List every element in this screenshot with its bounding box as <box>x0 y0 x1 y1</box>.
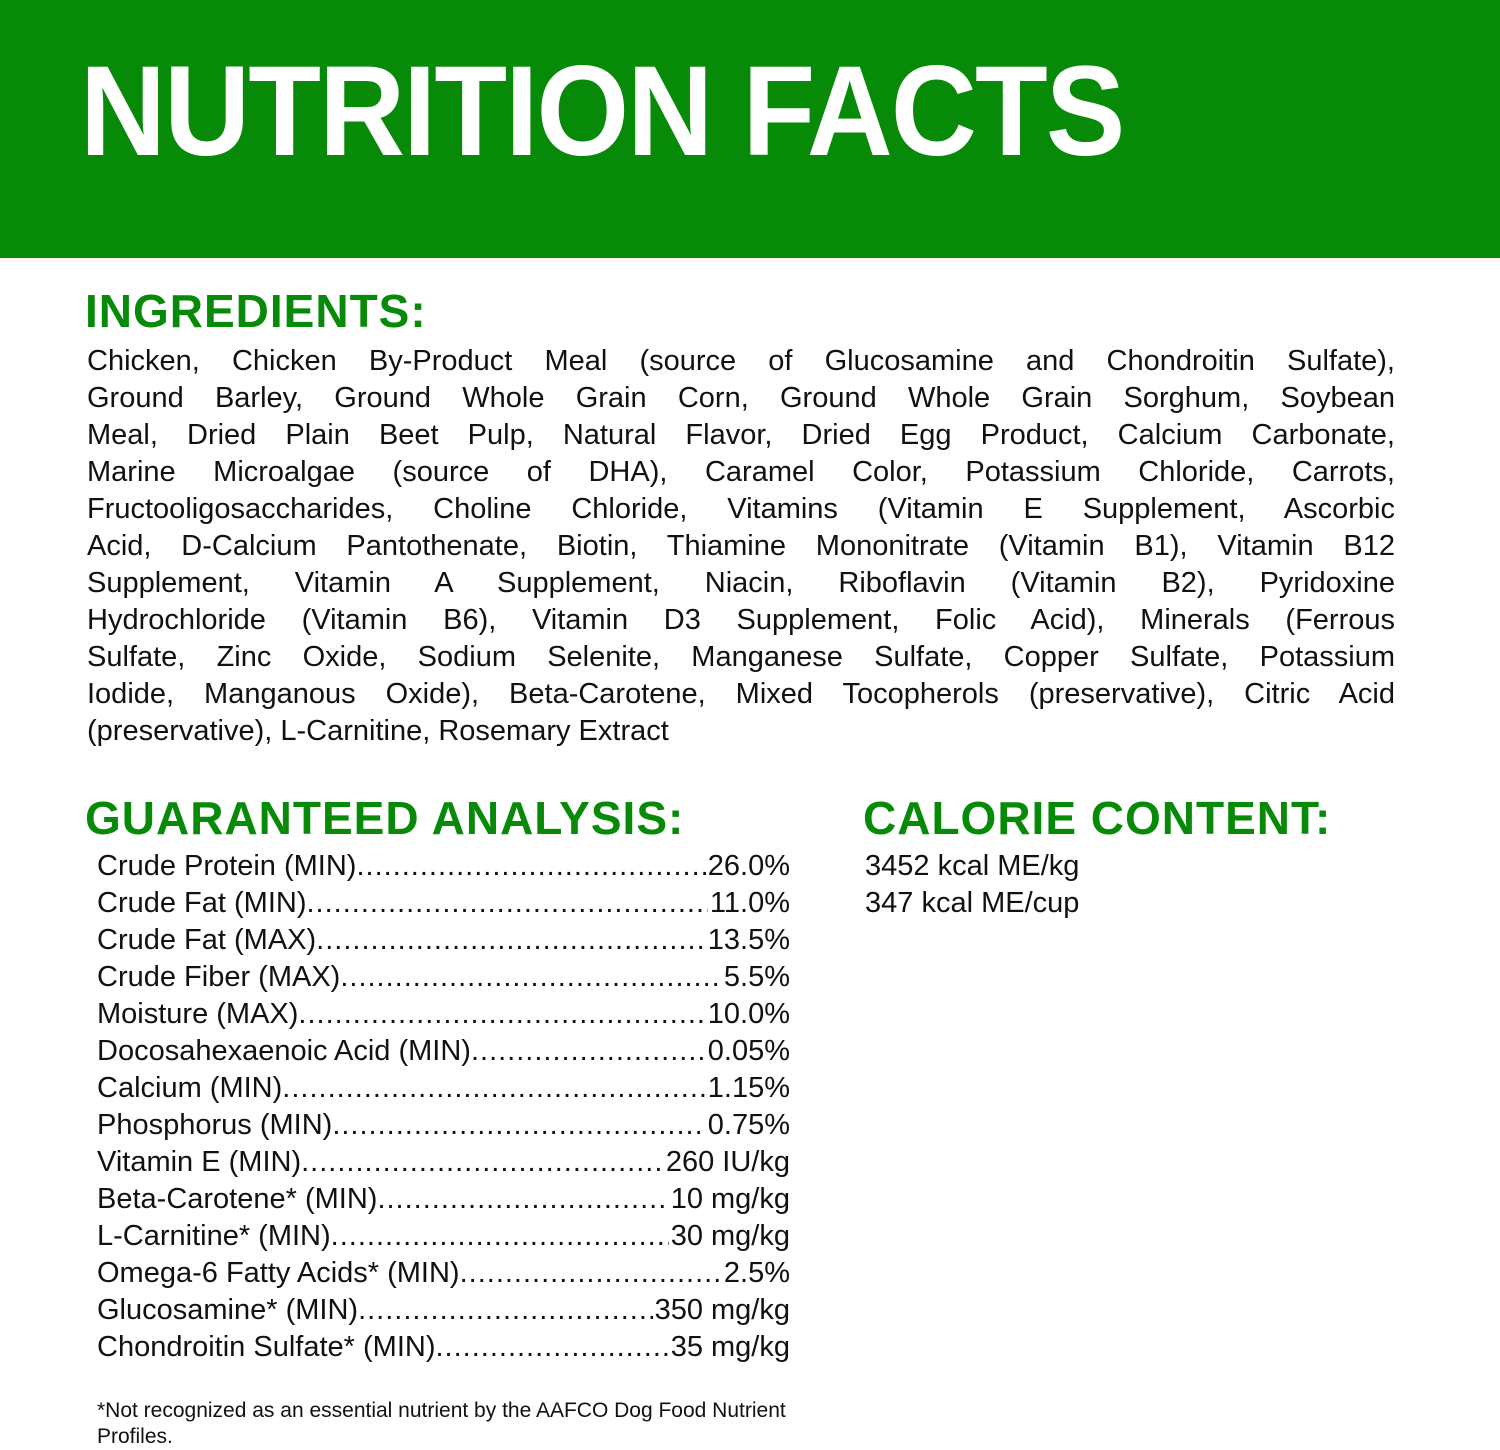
calorie-line: 3452 kcal ME/kg <box>865 850 1080 882</box>
analysis-row: Docosahexaenoic Acid (MIN) 0.05% <box>97 1033 790 1070</box>
dot-leader <box>460 1255 722 1292</box>
dot-leader <box>316 922 706 959</box>
ingredients-line: Supplement, Vitamin A Supplement, Niacin… <box>87 567 1395 599</box>
analysis-row: Phosphorus (MIN) 0.75% <box>97 1107 790 1144</box>
analysis-value: 260 IU/kg <box>665 1146 790 1178</box>
analysis-label: Crude Fat (MAX) <box>97 924 317 956</box>
analysis-value: 10 mg/kg <box>670 1183 790 1215</box>
ingredients-list: Chicken, Chicken By-Product Meal (source… <box>87 343 1395 750</box>
analysis-label: Moisture (MAX) <box>97 998 299 1030</box>
ingredients-line: Sulfate, Zinc Oxide, Sodium Selenite, Ma… <box>87 641 1395 673</box>
analysis-label: Beta-Carotene* (MIN) <box>97 1183 378 1215</box>
analysis-row: Vitamin E (MIN) 260 IU/kg <box>97 1144 790 1181</box>
analysis-value: 2.5% <box>723 1257 790 1289</box>
analysis-label: Crude Fat (MIN) <box>97 887 307 919</box>
dot-leader <box>358 1292 653 1329</box>
analysis-value: 10.0% <box>707 998 790 1030</box>
analysis-value: 35 mg/kg <box>670 1331 790 1363</box>
analysis-row: Calcium (MIN) 1.15% <box>97 1070 790 1107</box>
analysis-label: Vitamin E (MIN) <box>97 1146 302 1178</box>
dot-leader <box>298 996 705 1033</box>
analysis-value: 350 mg/kg <box>654 1294 790 1326</box>
ingredients-line: Ground Barley, Ground Whole Grain Corn, … <box>87 382 1395 414</box>
ingredients-line: Acid, D-Calcium Pantothenate, Biotin, Th… <box>87 530 1395 562</box>
analysis-value: 11.0% <box>709 887 790 919</box>
ingredients-line: Hydrochloride (Vitamin B6), Vitamin D3 S… <box>87 604 1395 636</box>
analysis-label: Docosahexaenoic Acid (MIN) <box>97 1035 471 1067</box>
analysis-row: Moisture (MAX) 10.0% <box>97 996 790 1033</box>
page-title: NUTRITION FACTS <box>80 40 1125 183</box>
dot-leader <box>306 885 707 922</box>
ingredients-line: Chicken, Chicken By-Product Meal (source… <box>87 345 1395 377</box>
analysis-row: Chondroitin Sulfate* (MIN) 35 mg/kg <box>97 1329 790 1366</box>
analysis-label: Crude Fiber (MAX) <box>97 961 341 993</box>
analysis-value: 30 mg/kg <box>670 1220 790 1252</box>
calorie-content: 3452 kcal ME/kg 347 kcal ME/cup <box>865 848 1079 922</box>
analysis-value: 26.0% <box>707 850 790 882</box>
guaranteed-analysis-table: Crude Protein (MIN) 26.0% Crude Fat (MIN) 1… <box>97 848 790 1366</box>
dot-leader <box>332 1107 705 1144</box>
analysis-label: Glucosamine* (MIN) <box>97 1294 359 1326</box>
ingredients-line: Meal, Dried Plain Beet Pulp, Natural Fla… <box>87 419 1395 451</box>
dot-leader <box>301 1144 664 1181</box>
ingredients-line: (preservative), L-Carnitine, Rosemary Ex… <box>87 715 669 747</box>
analysis-row: Crude Fat (MAX) 13.5% <box>97 922 790 959</box>
title-banner: NUTRITION FACTS <box>0 0 1500 258</box>
calorie-content-heading: CALORIE CONTENT: <box>863 792 1332 844</box>
analysis-row: Crude Fiber (MAX) 5.5% <box>97 959 790 996</box>
dot-leader <box>435 1329 668 1366</box>
ingredients-line: Marine Microalgae (source of DHA), Caram… <box>87 456 1395 488</box>
dot-leader <box>340 959 722 996</box>
analysis-value: 1.15% <box>707 1072 790 1104</box>
ingredients-line: Iodide, Manganous Oxide), Beta-Carotene,… <box>87 678 1395 710</box>
ingredients-line: Fructooligosaccharides, Choline Chloride… <box>87 493 1395 525</box>
footnote: *Not recognized as an essential nutrient… <box>97 1399 786 1448</box>
dot-leader <box>282 1070 705 1107</box>
analysis-row: Crude Fat (MIN) 11.0% <box>97 885 790 922</box>
analysis-label: Phosphorus (MIN) <box>97 1109 333 1141</box>
dot-leader <box>471 1033 706 1070</box>
analysis-label: L-Carnitine* (MIN) <box>97 1220 331 1252</box>
analysis-value: 0.05% <box>707 1035 790 1067</box>
dot-leader <box>331 1218 669 1255</box>
dot-leader <box>377 1181 668 1218</box>
analysis-row: Omega-6 Fatty Acids* (MIN) 2.5% <box>97 1255 790 1292</box>
analysis-row: Crude Protein (MIN) 26.0% <box>97 848 790 885</box>
analysis-label: Crude Protein (MIN) <box>97 850 357 882</box>
dot-leader <box>356 848 705 885</box>
ingredients-heading: INGREDIENTS: <box>85 285 427 337</box>
analysis-value: 5.5% <box>723 961 790 993</box>
calorie-line: 347 kcal ME/cup <box>865 887 1080 919</box>
analysis-row: L-Carnitine* (MIN) 30 mg/kg <box>97 1218 790 1255</box>
analysis-label: Chondroitin Sulfate* (MIN) <box>97 1331 436 1363</box>
analysis-row: Beta-Carotene* (MIN) 10 mg/kg <box>97 1181 790 1218</box>
analysis-label: Omega-6 Fatty Acids* (MIN) <box>97 1257 460 1289</box>
analysis-row: Glucosamine* (MIN) 350 mg/kg <box>97 1292 790 1329</box>
analysis-value: 0.75% <box>707 1109 790 1141</box>
guaranteed-analysis-heading: GUARANTEED ANALYSIS: <box>85 792 685 844</box>
analysis-value: 13.5% <box>707 924 790 956</box>
analysis-label: Calcium (MIN) <box>97 1072 283 1104</box>
